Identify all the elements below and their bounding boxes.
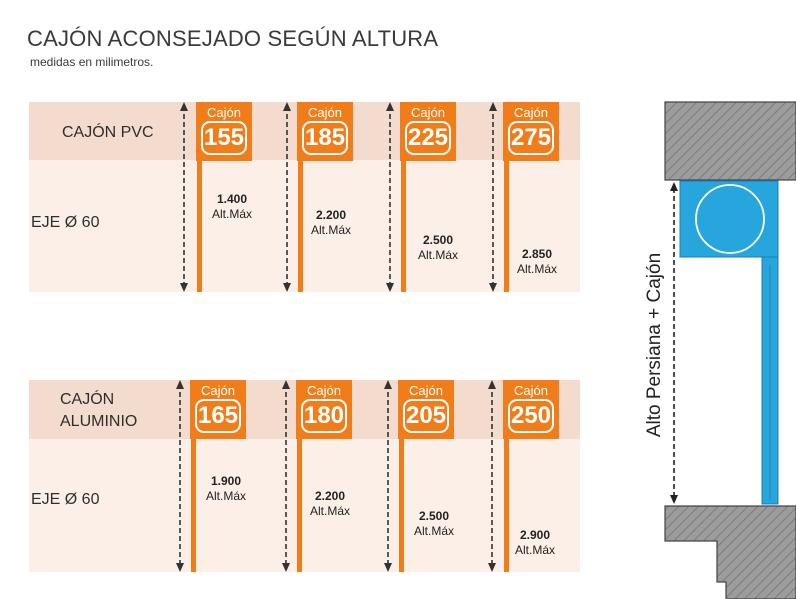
max-height-unit: Alt.Máx [413, 524, 454, 538]
box-stem [191, 439, 196, 572]
box-stem [401, 160, 406, 292]
max-height: 1.900 Alt.Máx [196, 474, 256, 504]
box-size-tag: Cajón 155 [196, 102, 252, 161]
max-height-unit: Alt.Máx [514, 543, 555, 557]
row-band-shaft [29, 439, 580, 572]
tag-caption: Cajón [308, 105, 342, 120]
max-height: 2.900 Alt.Máx [505, 528, 565, 558]
max-height-value: 2.500 [418, 509, 450, 523]
tag-caption: Cajón [409, 383, 443, 398]
tag-caption: Cajón [201, 383, 235, 398]
tag-caption: Cajón [514, 105, 548, 120]
tag-size: 155 [201, 121, 247, 155]
height-arrow [489, 102, 497, 292]
tag-size: 205 [403, 399, 449, 433]
box-size-tag: Cajón 185 [297, 102, 353, 161]
row-label-shaft: EJE Ø 60 [31, 214, 100, 231]
box-stem [504, 439, 509, 572]
tag-size: 165 [195, 399, 241, 433]
tag-caption: Cajón [207, 105, 241, 120]
max-height-unit: Alt.Máx [309, 504, 350, 518]
lintel-wall [664, 101, 796, 181]
tag-size: 180 [301, 399, 347, 433]
box-stem [298, 160, 303, 292]
max-height-unit: Alt.Máx [205, 489, 246, 503]
height-arrow [176, 380, 184, 572]
tag-caption: Cajón [411, 105, 445, 120]
max-height: 2.500 Alt.Máx [404, 509, 464, 539]
max-height-value: 2.850 [521, 247, 553, 261]
tag-size: 250 [508, 399, 554, 433]
roller-axle [695, 184, 765, 254]
max-height-value: 2.500 [422, 233, 454, 247]
row-band-shaft [29, 160, 580, 292]
height-arrow [386, 102, 394, 292]
height-arrow [488, 380, 496, 572]
box-stem [297, 439, 302, 572]
height-arrow [180, 102, 188, 292]
box-size-tag: Cajón 180 [296, 380, 352, 439]
section-pvc: CAJÓN PVC EJE Ø 60 Cajón 155 1.400 Alt.M… [29, 102, 580, 292]
max-height-value: 1.400 [216, 192, 248, 206]
box-stem [504, 160, 509, 292]
window-section-diagram [664, 101, 796, 599]
total-height-label: Alto Persiana + Cajón [644, 252, 665, 438]
box-stem [399, 439, 404, 572]
box-size-tag: Cajón 275 [503, 102, 559, 161]
section-aluminio: CAJÓN ALUMINIO EJE Ø 60 Cajón 165 1.900 … [29, 380, 580, 572]
row-label-aluminio: CAJÓN ALUMINIO [60, 389, 137, 433]
row-label-line1: CAJÓN [60, 391, 115, 408]
box-size-tag: Cajón 205 [398, 380, 454, 439]
tag-size: 225 [405, 121, 451, 155]
max-height: 2.850 Alt.Máx [507, 247, 567, 277]
row-label-line2: ALUMINIO [60, 413, 138, 430]
height-arrow [283, 102, 291, 292]
row-label-shaft: EJE Ø 60 [31, 491, 100, 508]
max-height-unit: Alt.Máx [417, 248, 458, 262]
max-height-value: 2.200 [315, 208, 347, 222]
box-size-tag: Cajón 250 [503, 380, 559, 439]
max-height-unit: Alt.Máx [516, 262, 557, 276]
box-size-tag: Cajón 165 [190, 380, 246, 439]
tag-caption: Cajón [307, 383, 341, 398]
sill-wall [664, 505, 796, 599]
box-stem [197, 160, 202, 292]
height-arrow [384, 380, 392, 572]
box-size-tag: Cajón 225 [400, 102, 456, 161]
page-title: CAJÓN ACONSEJADO SEGÚN ALTURA [27, 26, 439, 51]
max-height: 2.500 Alt.Máx [408, 233, 468, 263]
max-height: 2.200 Alt.Máx [300, 489, 360, 519]
tag-caption: Cajón [514, 383, 548, 398]
max-height: 2.200 Alt.Máx [301, 208, 361, 238]
max-height-unit: Alt.Máx [211, 207, 252, 221]
max-height-value: 2.200 [314, 489, 346, 503]
tag-size: 275 [508, 121, 554, 155]
max-height-value: 2.900 [519, 528, 551, 542]
tag-size: 185 [302, 121, 348, 155]
row-label-pvc: CAJÓN PVC [62, 124, 154, 141]
height-arrow [282, 380, 290, 572]
max-height-value: 1.900 [210, 474, 242, 488]
max-height-unit: Alt.Máx [310, 223, 351, 237]
max-height: 1.400 Alt.Máx [202, 192, 262, 222]
page-subtitle: medidas en milimetros. [30, 55, 154, 69]
